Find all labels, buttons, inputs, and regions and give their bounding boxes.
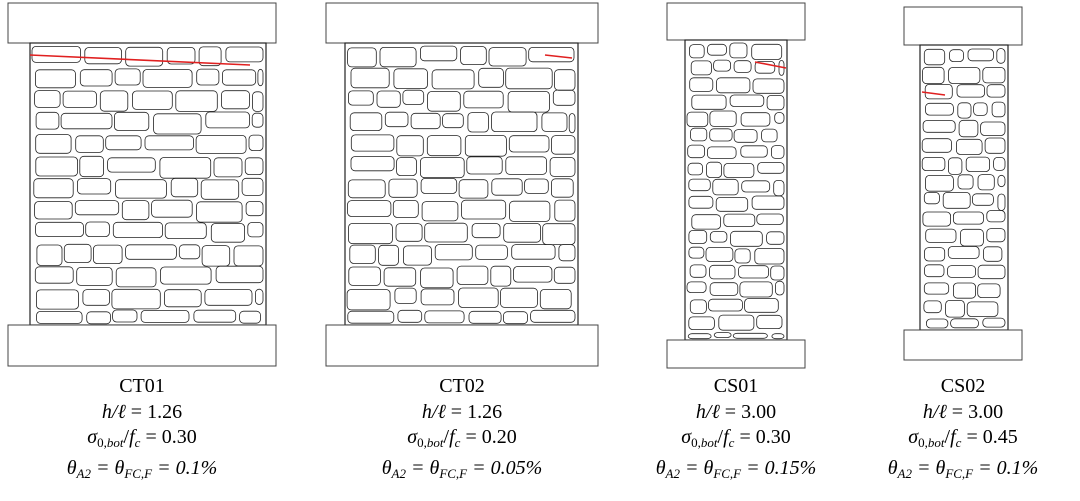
bottom-beam [8, 325, 276, 366]
caption-text: h/ℓ [696, 401, 720, 423]
caption-text: 0, [918, 435, 928, 450]
caption-text: CS01 [714, 375, 758, 397]
caption-text: = 0.05% [467, 457, 542, 479]
caption-line: CT02 [332, 374, 592, 400]
specimen-caption: CT02 h/ℓ = 1.26σ0,bot/fc = 0.20θA2 = θFC,… [332, 374, 592, 486]
caption-line: CT01 [12, 374, 272, 400]
bottom-beam [667, 340, 805, 368]
caption-text: σ [407, 426, 417, 448]
figure: CT01h/ℓ = 1.26σ0,bot/fc = 0.30θA2 = θFC,… [0, 0, 1080, 501]
specimen-caption: CS01 h/ℓ = 3.00σ0,bot/fc = 0.30θA2 = θFC,… [606, 374, 866, 486]
top-beam [667, 3, 805, 40]
caption-text: bot [107, 435, 124, 450]
caption-text: CT01 [119, 375, 165, 397]
bottom-beam [904, 330, 1022, 360]
top-beam [326, 3, 598, 43]
caption-text: h/ℓ [422, 401, 446, 423]
wall-outline [920, 45, 1008, 330]
caption-text: = 3.00 [720, 401, 776, 423]
caption-text: h/ℓ [102, 401, 126, 423]
caption-text: FC,F [124, 466, 152, 481]
specimen-caption: CS02 h/ℓ = 3.00σ0,bot/fc = 0.45θA2 = θFC,… [833, 374, 1080, 486]
caption-text: = 0.30 [140, 426, 196, 448]
caption-line: θA2 = θFC,F = 0.15% [606, 456, 866, 487]
caption-text: A2 [666, 466, 680, 481]
caption-text: θ [67, 457, 77, 479]
top-beam [904, 7, 1022, 45]
caption-text: bot [701, 435, 718, 450]
caption-text: FC,F [713, 466, 741, 481]
caption-text: = 0.1% [152, 457, 217, 479]
caption-text: θ [656, 457, 666, 479]
caption-text: = 0.45 [961, 426, 1017, 448]
caption-text: = 0.30 [734, 426, 790, 448]
caption-text: h/ℓ [923, 401, 947, 423]
caption-text: = 0.20 [460, 426, 516, 448]
caption-text: 0, [417, 435, 427, 450]
caption-line: θA2 = θFC,F = 0.05% [332, 456, 592, 487]
caption-text: = θ [406, 457, 439, 479]
caption-text: = 0.15% [741, 457, 816, 479]
caption-line: θA2 = θFC,F = 0.1% [833, 456, 1080, 487]
caption-text: CT02 [439, 375, 485, 397]
caption-text: bot [427, 435, 444, 450]
caption-text: bot [928, 435, 945, 450]
caption-line: CS01 [606, 374, 866, 400]
caption-text: θ [888, 457, 898, 479]
caption-text: = θ [680, 457, 713, 479]
caption-text: A2 [77, 466, 91, 481]
caption-text: = θ [912, 457, 945, 479]
caption-line: h/ℓ = 1.26 [12, 400, 272, 426]
top-beam [8, 3, 276, 43]
caption-text: FC,F [439, 466, 467, 481]
caption-text: A2 [392, 466, 406, 481]
caption-line: σ0,bot/fc = 0.20 [332, 425, 592, 456]
caption-line: θA2 = θFC,F = 0.1% [12, 456, 272, 487]
caption-text: CS02 [941, 375, 985, 397]
caption-text: σ [87, 426, 97, 448]
caption-text: θ [382, 457, 392, 479]
caption-text: = 1.26 [446, 401, 502, 423]
caption-text: = 3.00 [947, 401, 1003, 423]
caption-line: h/ℓ = 1.26 [332, 400, 592, 426]
caption-text: = 1.26 [126, 401, 182, 423]
caption-text: = θ [91, 457, 124, 479]
caption-line: σ0,bot/fc = 0.30 [606, 425, 866, 456]
caption-text: 0, [691, 435, 701, 450]
caption-line: σ0,bot/fc = 0.45 [833, 425, 1080, 456]
caption-line: σ0,bot/fc = 0.30 [12, 425, 272, 456]
caption-text: FC,F [945, 466, 973, 481]
caption-text: = 0.1% [973, 457, 1038, 479]
caption-text: A2 [898, 466, 912, 481]
caption-line: CS02 [833, 374, 1080, 400]
caption-line: h/ℓ = 3.00 [833, 400, 1080, 426]
caption-text: 0, [97, 435, 107, 450]
caption-text: σ [681, 426, 691, 448]
bottom-beam [326, 325, 598, 366]
caption-text: σ [908, 426, 918, 448]
caption-line: h/ℓ = 3.00 [606, 400, 866, 426]
